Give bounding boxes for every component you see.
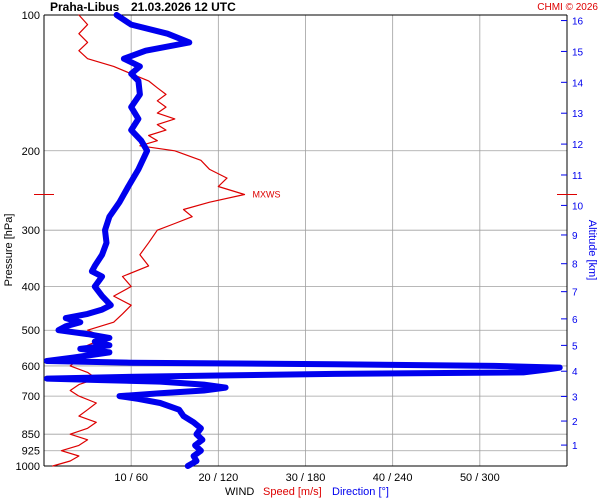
direction-profile-line	[43, 12, 563, 469]
pressure-tick-label: 1000	[16, 461, 40, 473]
speed-axis-label: Speed [m/s]	[263, 486, 322, 498]
pressure-axis-label: Pressure [hPa]	[3, 214, 15, 287]
pressure-tick-label: 500	[22, 325, 40, 337]
wind-axis-title: WIND	[225, 486, 254, 498]
series-layer	[43, 12, 563, 469]
pressure-tick-label: 850	[22, 429, 40, 441]
pressure-tick-labels: 100 200 300 400 500 600 700 850 925 1000	[16, 10, 40, 473]
wind-tick-label: 20 / 120	[198, 472, 238, 484]
altitude-tick-label: 7	[572, 288, 578, 299]
max-wind-marker: MXWS	[34, 189, 577, 199]
altitude-tick-label: 8	[572, 260, 578, 271]
altitude-tick-label: 9	[572, 231, 578, 242]
altitude-tick-label: 6	[572, 315, 578, 326]
pressure-tick-label: 300	[22, 225, 40, 237]
credit-text: CHMI © 2026	[537, 2, 598, 13]
sounding-datetime: 21.03.2026 12 UTC	[131, 0, 236, 14]
altitude-tick-label: 3	[572, 392, 578, 403]
altitude-tick-label: 15	[572, 47, 584, 58]
altitude-tick-label: 5	[572, 341, 578, 352]
direction-axis-label: Direction [°]	[332, 486, 389, 498]
wind-tick-label: 40 / 240	[373, 472, 413, 484]
altitude-tick-label: 4	[572, 367, 578, 378]
pressure-tick-label: 925	[22, 446, 40, 458]
altitude-tick-label: 13	[572, 109, 584, 120]
altitude-tick-label: 2	[572, 417, 578, 428]
pressure-tick-label: 400	[22, 282, 40, 294]
wind-tick-labels: 10 / 60 20 / 120 30 / 180 40 / 240 50 / 300	[114, 472, 499, 484]
station-name: Praha-Libus	[50, 0, 120, 14]
pressure-tick-label: 600	[22, 361, 40, 373]
altitude-tick-label: 12	[572, 140, 584, 151]
max-wind-label: MXWS	[252, 189, 280, 199]
wind-tick-label: 50 / 300	[460, 472, 500, 484]
wind-tick-label: 30 / 180	[286, 472, 326, 484]
altitude-tick-label: 11	[572, 171, 583, 182]
altitude-tick-label: 16	[572, 17, 584, 28]
wind-tick-label: 10 / 60	[114, 472, 148, 484]
pressure-tick-label: 700	[22, 391, 40, 403]
altitude-tick-label: 1	[572, 441, 578, 452]
pressure-tick-label: 100	[22, 10, 40, 22]
altitude-tick-label: 10	[572, 201, 584, 212]
altitude-axis-label: Altitude [km]	[586, 220, 598, 281]
pressure-tick-label: 200	[22, 146, 40, 158]
altitude-tick-label: 14	[572, 78, 584, 89]
speed-profile-line	[52, 14, 246, 467]
